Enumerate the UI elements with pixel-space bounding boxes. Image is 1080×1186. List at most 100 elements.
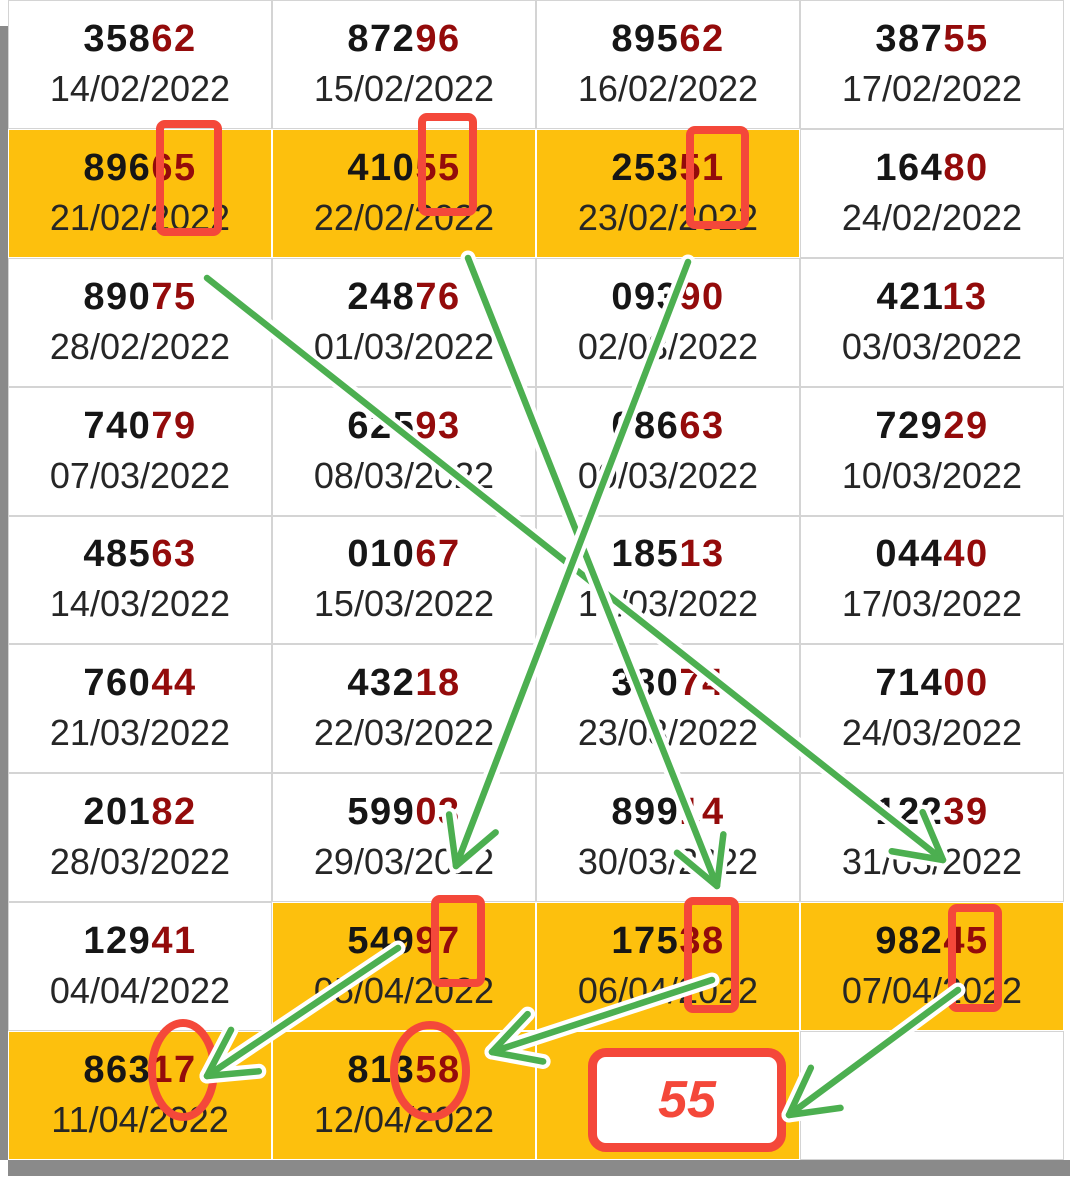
digits-red: 40 [943, 533, 989, 576]
result-cell-r2c2: 41055 22/02/2022 [272, 128, 536, 258]
digits-red: 58 [415, 1049, 461, 1092]
digits-red: 97 [415, 920, 461, 963]
draw-number: 01067 [347, 535, 460, 573]
digits-red: 63 [151, 533, 197, 576]
result-cell-r3c3: 09390 02/03/2022 [536, 257, 800, 387]
draw-date: 31/03/2022 [841, 841, 1023, 883]
digits-red: 96 [415, 17, 461, 60]
digits-black: 760 [83, 662, 152, 705]
result-cell-r9c1: 86317 11/04/2022 [8, 1031, 272, 1160]
result-cell-r9c4 [800, 1031, 1064, 1160]
draw-date: 17/03/2022 [841, 583, 1023, 625]
draw-date: 05/04/2022 [313, 970, 495, 1012]
digits-black: 895 [611, 17, 680, 60]
digits-black: 248 [347, 275, 416, 318]
draw-number: 43218 [347, 664, 460, 702]
draw-date: 28/03/2022 [49, 841, 231, 883]
draw-date: 03/03/2022 [841, 325, 1023, 367]
result-cell-r6c1: 76044 21/03/2022 [8, 644, 272, 774]
result-cell-r2c1: 89665 21/02/2022 [8, 128, 272, 258]
result-cell-r4c2: 62593 08/03/2022 [272, 386, 536, 516]
digits-red: 93 [415, 404, 461, 447]
draw-date: 28/02/2022 [49, 325, 231, 367]
draw-date: 14/03/2022 [49, 583, 231, 625]
result-cell-r9c2: 81358 12/04/2022 [272, 1031, 536, 1160]
digits-black: 485 [83, 533, 152, 576]
digits-black: 129 [83, 920, 152, 963]
draw-number: 08663 [611, 407, 724, 445]
result-cell-r1c4: 38755 17/02/2022 [800, 0, 1064, 129]
draw-date: 22/02/2022 [313, 196, 495, 238]
draw-date: 04/04/2022 [49, 970, 231, 1012]
draw-number: 76044 [83, 664, 196, 702]
digits-black: 714 [875, 662, 944, 705]
draw-number: 04440 [875, 535, 988, 573]
result-cell-r7c4: 12239 31/03/2022 [800, 773, 1064, 903]
digits-black: 729 [875, 404, 944, 447]
digits-red: 90 [679, 275, 725, 318]
digits-black: 185 [611, 533, 680, 576]
result-cell-r5c3: 18513 16/03/2022 [536, 515, 800, 645]
draw-number: 62593 [347, 407, 460, 445]
result-cell-r6c2: 43218 22/03/2022 [272, 644, 536, 774]
digits-black: 253 [611, 146, 680, 189]
draw-number: 81358 [347, 1051, 460, 1089]
digits-red: 44 [151, 662, 197, 705]
digits-black: 358 [83, 17, 152, 60]
digits-red: 13 [942, 275, 988, 318]
digits-red: 13 [679, 533, 725, 576]
draw-number: 74079 [83, 407, 196, 445]
digits-red: 75 [151, 275, 197, 318]
digits-black: 044 [875, 533, 944, 576]
draw-number: 87296 [347, 20, 460, 58]
draw-date: 07/04/2022 [841, 970, 1023, 1012]
result-cell-r2c4: 16480 24/02/2022 [800, 128, 1064, 258]
draw-number: 59903 [347, 793, 460, 831]
answer-box: 55 [588, 1048, 786, 1152]
draw-date: 24/03/2022 [841, 712, 1023, 754]
draw-number: 12941 [83, 922, 196, 960]
result-cell-r4c3: 08663 09/03/2022 [536, 386, 800, 516]
result-cell-r5c4: 04440 17/03/2022 [800, 515, 1064, 645]
result-cell-r1c3: 89562 16/02/2022 [536, 0, 800, 129]
digits-red: 62 [151, 17, 197, 60]
draw-date: 09/03/2022 [577, 454, 759, 496]
draw-number: 54997 [347, 922, 460, 960]
digits-black: 599 [347, 791, 416, 834]
digits-black: 380 [611, 662, 680, 705]
digits-red: 29 [943, 404, 989, 447]
result-cell-r7c2: 59903 29/03/2022 [272, 773, 536, 903]
bottom-gray-bar [8, 1160, 1070, 1176]
digits-red: 82 [151, 791, 197, 834]
digits-black: 201 [83, 791, 152, 834]
digits-black: 899 [611, 791, 680, 834]
result-cell-r8c2: 54997 05/04/2022 [272, 902, 536, 1032]
digits-red: 67 [415, 533, 461, 576]
draw-number: 89075 [83, 278, 196, 316]
digits-black: 863 [83, 1049, 152, 1092]
draw-number: 98245 [875, 922, 988, 960]
digits-red: 41 [151, 920, 197, 963]
digits-black: 093 [611, 275, 680, 318]
digits-black: 982 [875, 920, 944, 963]
digits-red: 65 [151, 146, 197, 189]
result-cell-r3c2: 24876 01/03/2022 [272, 257, 536, 387]
digits-red: 80 [943, 146, 989, 189]
result-cell-r1c2: 87296 15/02/2022 [272, 0, 536, 129]
draw-date: 21/03/2022 [49, 712, 231, 754]
result-cell-r2c3: 25351 23/02/2022 [536, 128, 800, 258]
draw-date: 14/02/2022 [49, 67, 231, 109]
draw-number: 48563 [83, 535, 196, 573]
draw-date: 15/02/2022 [313, 67, 495, 109]
draw-number: 71400 [875, 664, 988, 702]
result-cell-r4c1: 74079 07/03/2022 [8, 386, 272, 516]
draw-date: 01/03/2022 [313, 325, 495, 367]
answer-box-value: 55 [658, 1071, 716, 1129]
draw-date: 23/02/2022 [577, 196, 759, 238]
draw-number: 38074 [611, 664, 724, 702]
results-grid: 35862 14/02/2022 87296 15/02/2022 89562 16/02… [8, 0, 1064, 1160]
result-cell-r8c3: 17538 06/04/2022 [536, 902, 800, 1032]
digits-red: 63 [679, 404, 725, 447]
draw-date: 15/03/2022 [313, 583, 495, 625]
